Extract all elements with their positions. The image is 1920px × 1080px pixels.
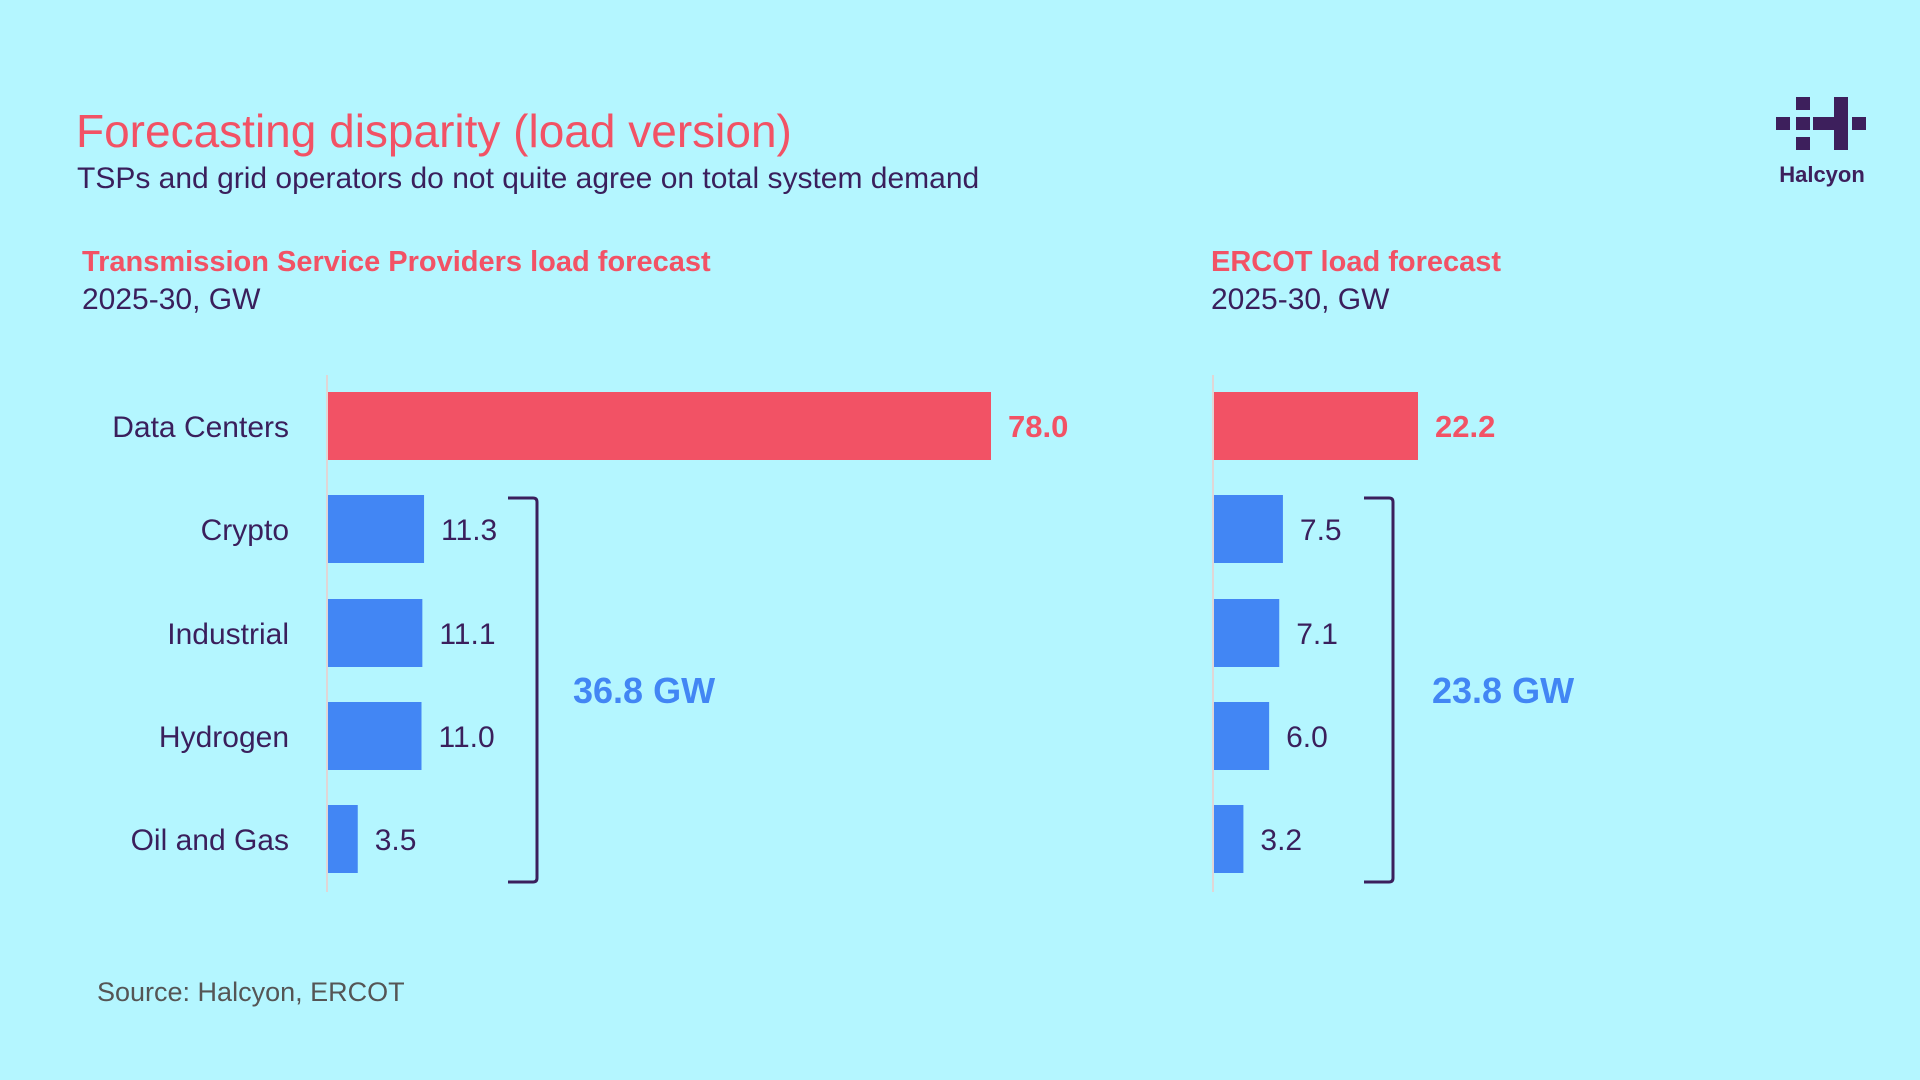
tsp-category-label-4: Oil and Gas: [131, 824, 289, 857]
tsp-value-label-2: 11.1: [439, 618, 495, 651]
ercot-bar-3: [1214, 702, 1270, 770]
halcyon-logo: Halcyon: [1774, 96, 1870, 196]
ercot-value-label-1: 7.5: [1300, 514, 1342, 547]
tsp-bar-0: [328, 392, 991, 460]
ercot-chart-title: ERCOT load forecast: [1211, 246, 1502, 278]
tsp-chart-subtitle: 2025-30, GW: [82, 283, 261, 316]
tsp-value-label-1: 11.3: [441, 514, 497, 547]
source-note: Source: Halcyon, ERCOT: [97, 977, 405, 1007]
tsp-category-label-1: Crypto: [201, 514, 289, 547]
ercot-bracket: [1364, 496, 1395, 884]
tsp-value-label-4: 3.5: [375, 824, 417, 857]
ercot-total-label: 23.8 GW: [1432, 670, 1574, 711]
tsp-bar-4: [328, 805, 358, 873]
ercot-bar-4: [1214, 805, 1244, 873]
tsp-value-label-0: 78.0: [1008, 409, 1068, 444]
tsp-bar-1: [328, 495, 425, 563]
page-title: Forecasting disparity (load version): [76, 105, 792, 157]
tsp-category-label-2: Industrial: [167, 618, 289, 651]
tsp-chart-title: Transmission Service Providers load fore…: [82, 246, 711, 278]
tsp-bar-2: [328, 599, 423, 667]
ercot-value-label-3: 6.0: [1286, 721, 1328, 754]
ercot-value-label-2: 7.1: [1296, 618, 1338, 651]
ercot-value-label-4: 3.2: [1260, 824, 1302, 857]
tsp-bracket: [508, 496, 539, 884]
ercot-bar-0: [1214, 392, 1418, 460]
tsp-total-label: 36.8 GW: [573, 670, 715, 711]
ercot-bar-1: [1214, 495, 1283, 563]
tsp-category-label-0: Data Centers: [112, 411, 289, 444]
ercot-chart-subtitle: 2025-30, GW: [1211, 283, 1390, 316]
tsp-bar-3: [328, 702, 422, 770]
logo-text: Halcyon: [1779, 162, 1865, 187]
tsp-category-label-3: Hydrogen: [159, 721, 289, 754]
ercot-bar-2: [1214, 599, 1280, 667]
ercot-value-label-0: 22.2: [1435, 409, 1495, 444]
page-subtitle: TSPs and grid operators do not quite agr…: [77, 162, 980, 195]
tsp-value-label-3: 11.0: [439, 721, 495, 754]
